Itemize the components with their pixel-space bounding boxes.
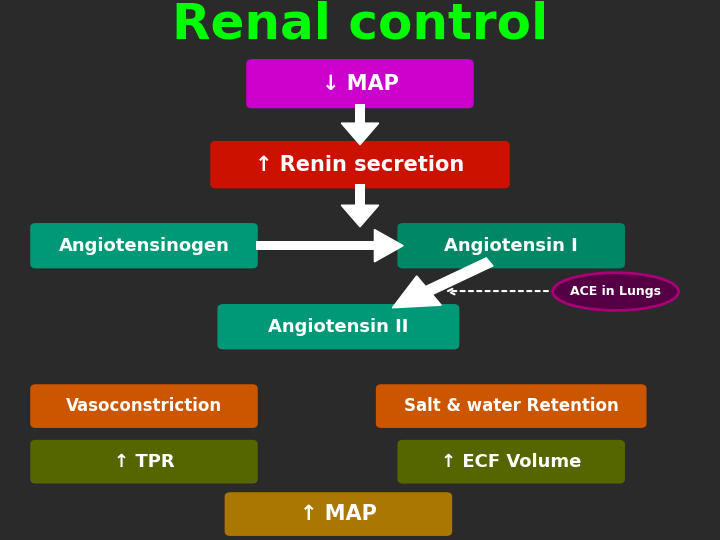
Polygon shape [341, 123, 379, 145]
FancyBboxPatch shape [256, 241, 374, 250]
Text: Angiotensin II: Angiotensin II [269, 318, 408, 336]
Polygon shape [392, 276, 441, 308]
FancyBboxPatch shape [246, 59, 474, 108]
FancyBboxPatch shape [397, 223, 625, 268]
FancyBboxPatch shape [355, 104, 365, 123]
FancyBboxPatch shape [225, 492, 452, 536]
Text: Salt & water Retention: Salt & water Retention [404, 397, 618, 415]
Ellipse shape [553, 273, 679, 310]
Text: Vasoconstriction: Vasoconstriction [66, 397, 222, 415]
Text: ↑ TPR: ↑ TPR [114, 453, 174, 471]
Text: ↑ ECF Volume: ↑ ECF Volume [441, 453, 581, 471]
FancyBboxPatch shape [210, 141, 510, 188]
Text: Angiotensinogen: Angiotensinogen [58, 237, 230, 255]
Text: Angiotensin I: Angiotensin I [444, 237, 578, 255]
Polygon shape [341, 205, 379, 227]
Polygon shape [426, 258, 493, 294]
FancyBboxPatch shape [376, 384, 647, 428]
FancyBboxPatch shape [397, 440, 625, 484]
FancyBboxPatch shape [217, 304, 459, 349]
FancyBboxPatch shape [355, 184, 365, 205]
Text: ↑ Renin secretion: ↑ Renin secretion [256, 154, 464, 175]
Text: ACE in Lungs: ACE in Lungs [570, 285, 661, 298]
Polygon shape [374, 230, 403, 262]
FancyBboxPatch shape [30, 440, 258, 484]
FancyBboxPatch shape [30, 384, 258, 428]
Text: ↓ MAP: ↓ MAP [322, 73, 398, 94]
Text: Renal control: Renal control [172, 1, 548, 48]
FancyBboxPatch shape [30, 223, 258, 268]
Text: ↑ MAP: ↑ MAP [300, 504, 377, 524]
